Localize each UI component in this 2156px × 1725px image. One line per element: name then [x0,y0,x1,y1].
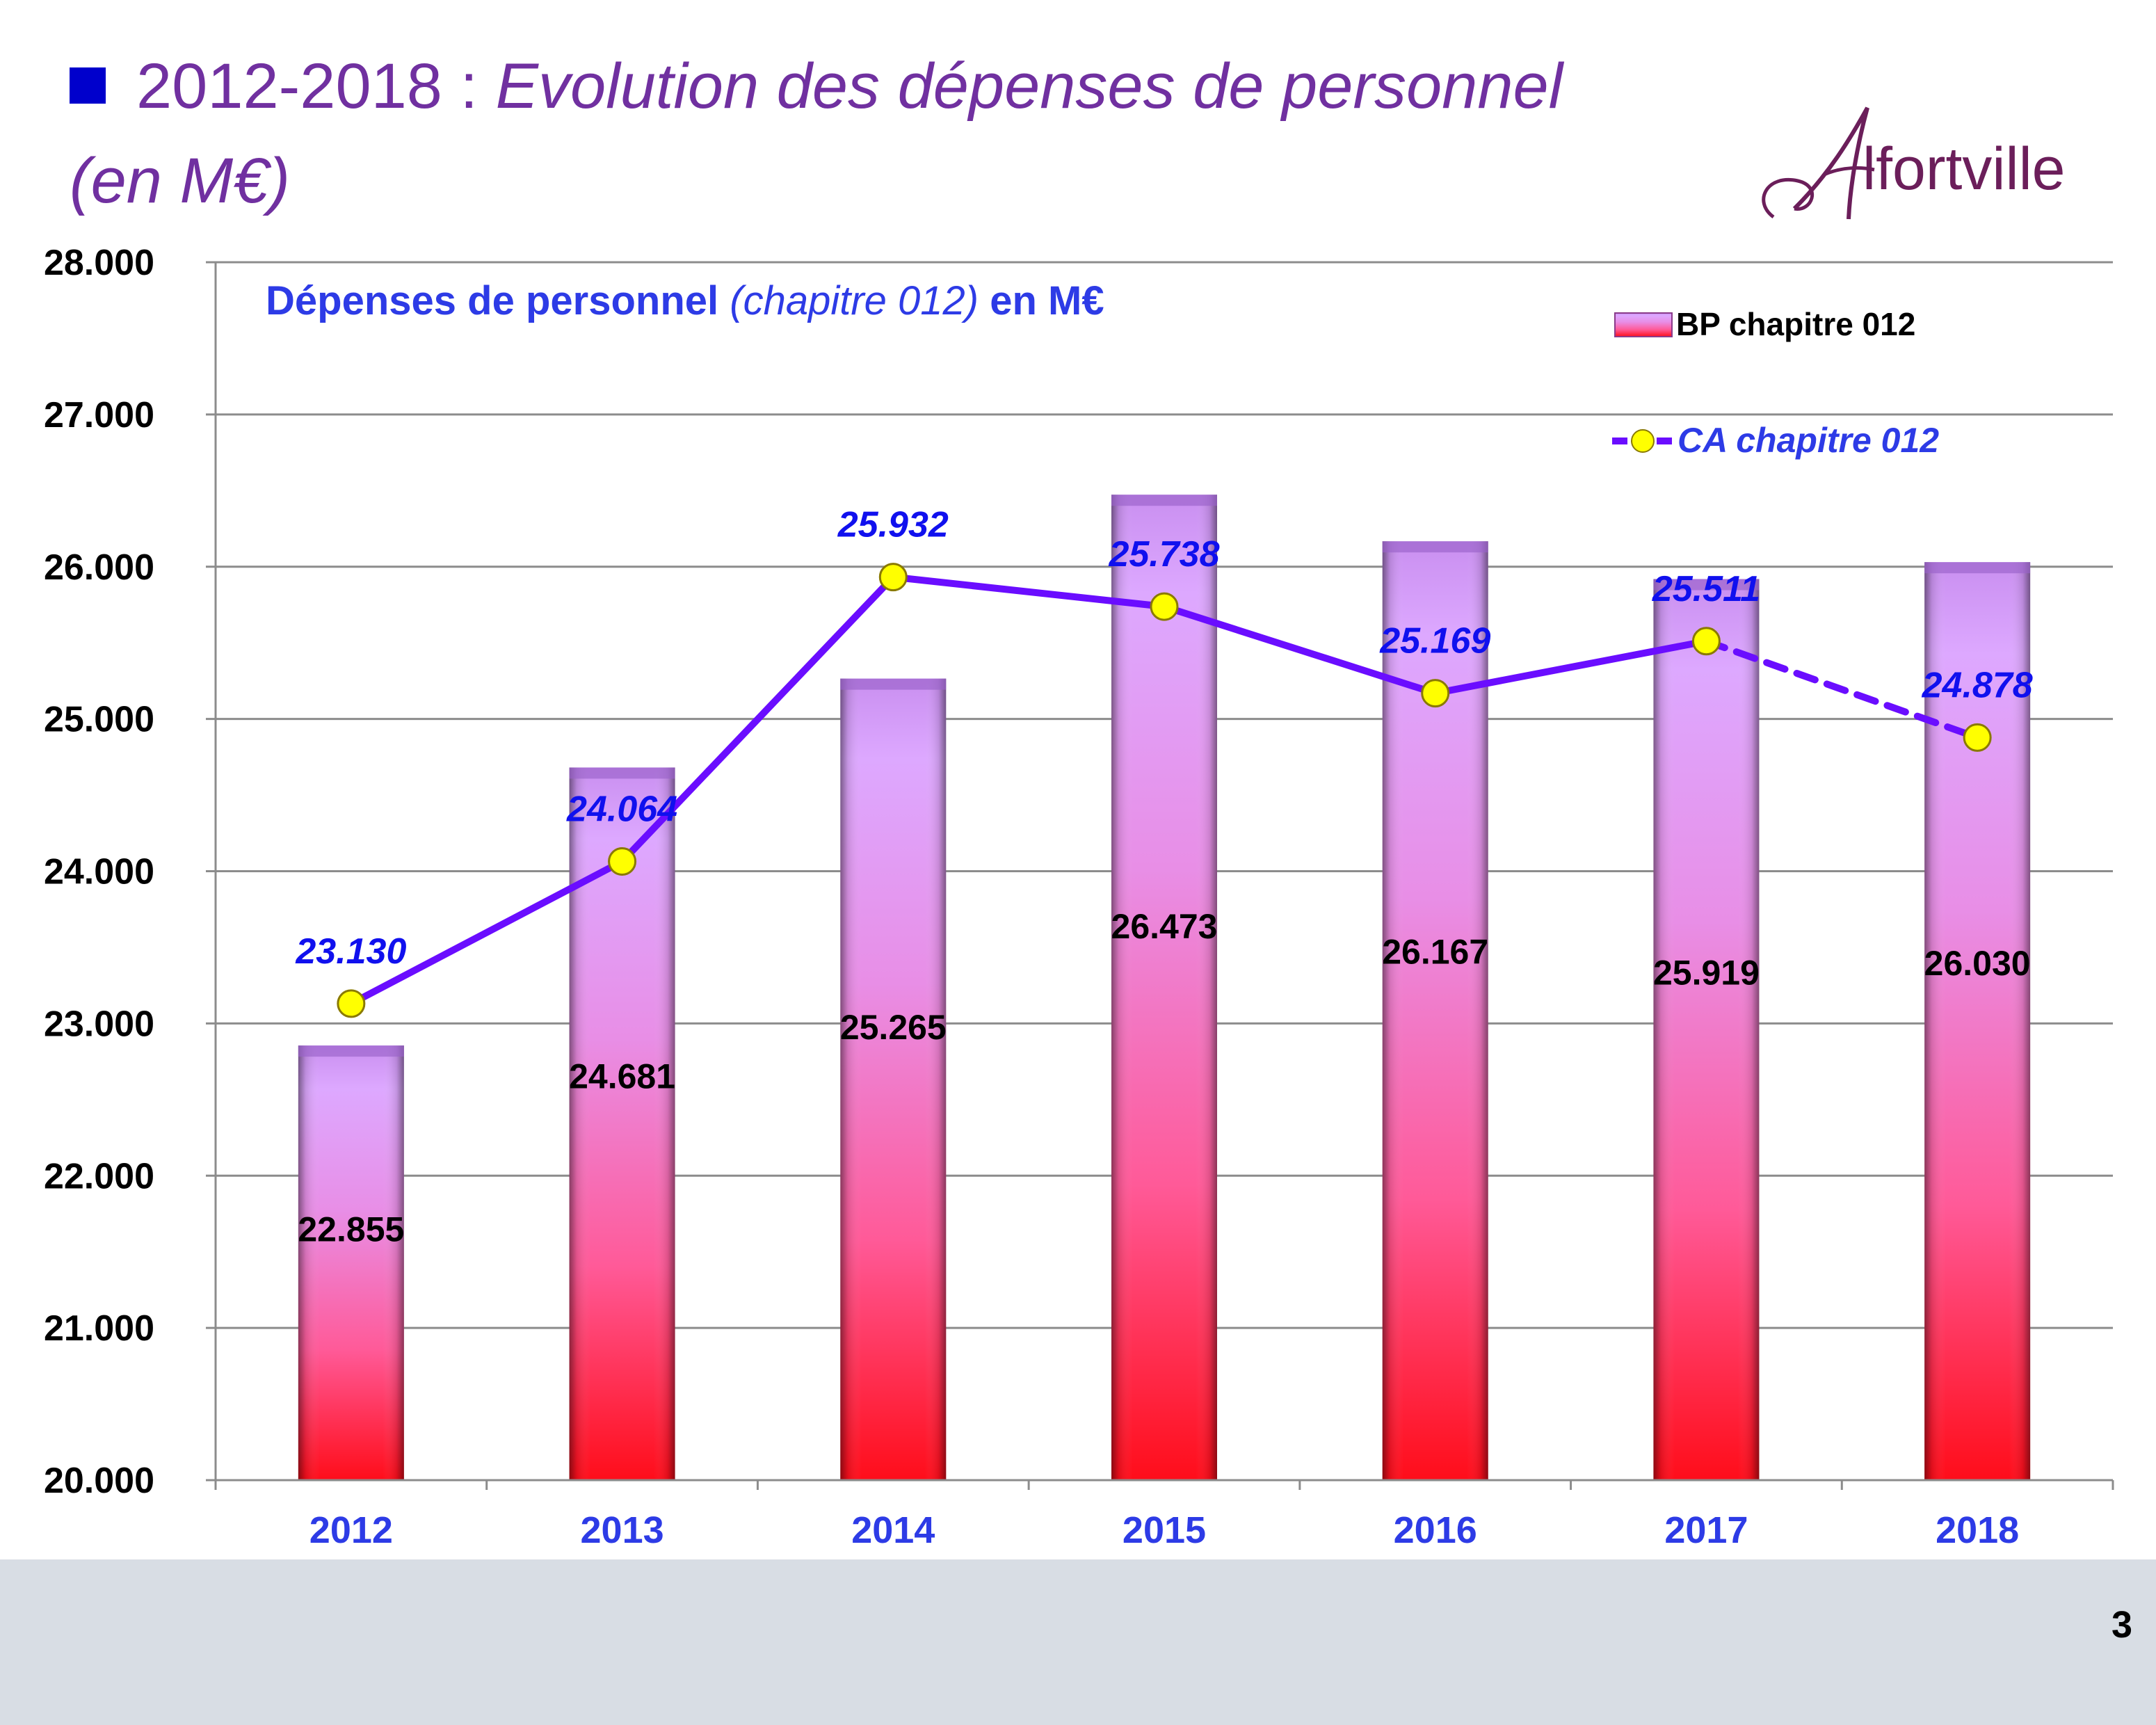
chart-area: 22.855 24.681 25.265 26.473 26.167 25.919 26.0… [44,243,2114,1551]
bar-shade [1924,562,2031,1480]
bar-value-label: 22.855 [298,1210,404,1249]
line-segment [1431,637,1710,697]
x-tick-label: 2016 [1394,1509,1477,1551]
x-tick-label: 2012 [309,1509,393,1551]
title-bullet-icon [70,67,106,104]
line-segment [618,573,897,865]
line-marker [1963,723,1992,752]
title-italic: Evolution des dépenses de personnel [495,51,1563,122]
bar-cap [1111,495,1217,506]
bar-cap [1653,579,1760,591]
bar-shade [1653,579,1760,1480]
slide-subtitle: (en M€) [70,145,290,216]
line-value-label: 25.169 [1379,621,1490,661]
bar-cap [298,1045,404,1057]
bar-series [298,495,2031,1481]
axes: 20.000 21.000 22.000 23.000 24.000 25.000 26.0… [44,243,2114,1551]
legend-marker-icon [1631,429,1655,453]
bar-cap [569,767,675,779]
y-tick-label: 26.000 [44,547,154,588]
line-segment [1161,603,1439,697]
line-value-label: 25.738 [1108,534,1219,575]
line-value-label: 25.511 [1652,569,1760,609]
line-value-label: 23.130 [295,931,406,972]
bar-value-label: 26.030 [1924,944,2031,983]
bar-value-label: 26.473 [1111,907,1218,946]
bar-value-label: 26.167 [1382,933,1488,972]
svg-text:lfortville: lfortville [1863,136,2066,202]
footer-band [0,1559,2156,1725]
bar-cap [1382,541,1488,553]
bar-cap [840,678,947,690]
title-prefix: 2012-2018 : [136,51,496,122]
x-tick-label: 2018 [1936,1509,2019,1551]
y-tick-label: 27.000 [44,395,154,435]
y-tick-label: 20.000 [44,1461,154,1501]
legend: BP chapitre 012 CA chapitre 012 [1612,306,1939,460]
line-series [337,563,1992,1018]
y-tick-label: 23.000 [44,1004,154,1044]
alfortville-logo: lfortville [1762,106,2066,220]
data-labels: 22.855 24.681 25.265 26.473 26.167 25.919 26.0… [295,505,2032,1249]
line-marker [1691,627,1721,656]
line-value-label: 25.932 [837,505,949,545]
line-marker [1150,592,1179,621]
bar-value-label: 24.681 [569,1057,675,1096]
y-tick-label: 28.000 [44,243,154,283]
y-tick-label: 24.000 [44,852,154,892]
line-marker [1421,679,1450,708]
legend-bar-swatch [1614,312,1673,337]
line-marker [608,847,637,876]
x-tick-label: 2017 [1664,1509,1748,1551]
y-tick-label: 22.000 [44,1156,154,1196]
slide-title: 2012-2018 : Evolution des dépenses de pe… [70,54,1563,118]
chart-title: Dépenses de personnel (chapitre 012) en … [266,278,1104,323]
x-tick-label: 2014 [851,1509,935,1551]
x-tick-label: 2013 [581,1509,664,1551]
line-value-label: 24.064 [566,789,677,829]
line-segment [347,858,626,1007]
bar-shade [569,767,675,1480]
y-tick-label: 25.000 [44,700,154,740]
x-tick-label: 2015 [1123,1509,1206,1551]
bar-shade [298,1045,404,1480]
line-marker [337,989,366,1018]
page-number: 3 [2111,1604,2132,1646]
line-marker [878,563,908,592]
bar-value-label: 25.265 [840,1008,947,1047]
legend-line-label: CA chapitre 012 [1678,421,1939,460]
y-tick-label: 21.000 [44,1308,154,1349]
line-segment [890,573,1168,611]
legend-bar-label: BP chapitre 012 [1676,306,1915,342]
line-segment [1703,637,1981,741]
bar-cap [1924,562,2031,574]
bar-shade [840,678,947,1481]
line-value-label: 24.878 [1922,665,2033,705]
bar-value-label: 25.919 [1653,953,1760,992]
bar-shade [1111,495,1217,1480]
